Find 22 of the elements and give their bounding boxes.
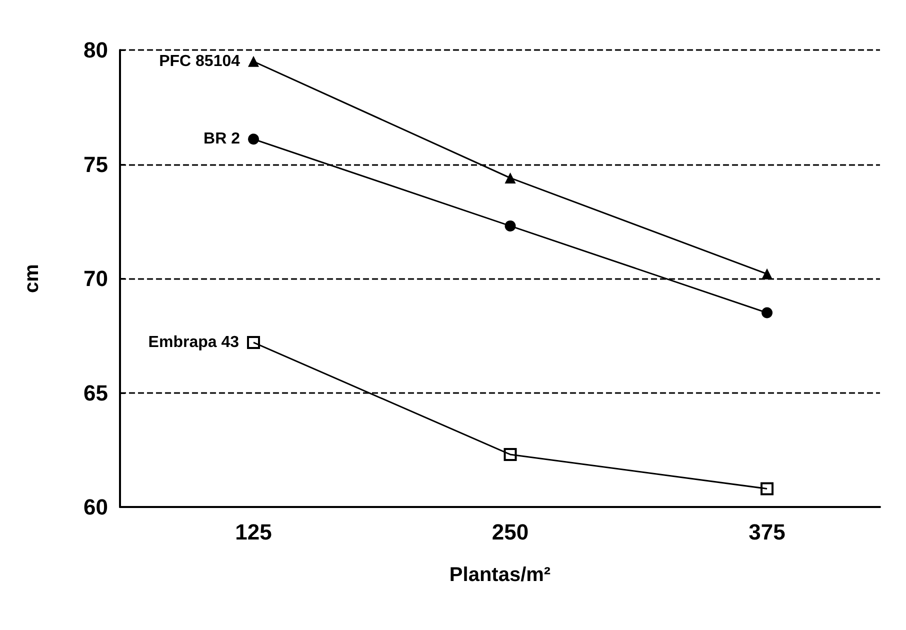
y-axis-title: cm (21, 264, 43, 293)
series-label: PFC 85104 (159, 52, 240, 70)
y-tick-label: 70 (84, 266, 108, 291)
point (504, 220, 516, 232)
series-label: Embrapa 43 (148, 334, 240, 351)
point (247, 336, 260, 349)
point (762, 307, 773, 318)
point (504, 172, 516, 184)
y-tick-label: 75 (84, 152, 108, 177)
point (762, 268, 773, 280)
point (248, 56, 260, 67)
y-tick-label: 65 (84, 380, 108, 406)
x-tick-label: 125 (235, 520, 272, 544)
point (760, 482, 774, 496)
y-tick-label: 80 (84, 38, 108, 62)
point (504, 448, 517, 461)
x-axis-title: Plantas/m² (449, 564, 551, 586)
x-tick-label: 250 (492, 520, 529, 544)
x-tick-label: 375 (748, 520, 786, 544)
y-tick-label: 60 (84, 494, 108, 520)
point (248, 134, 260, 145)
series-label: BR 2 (204, 130, 240, 148)
